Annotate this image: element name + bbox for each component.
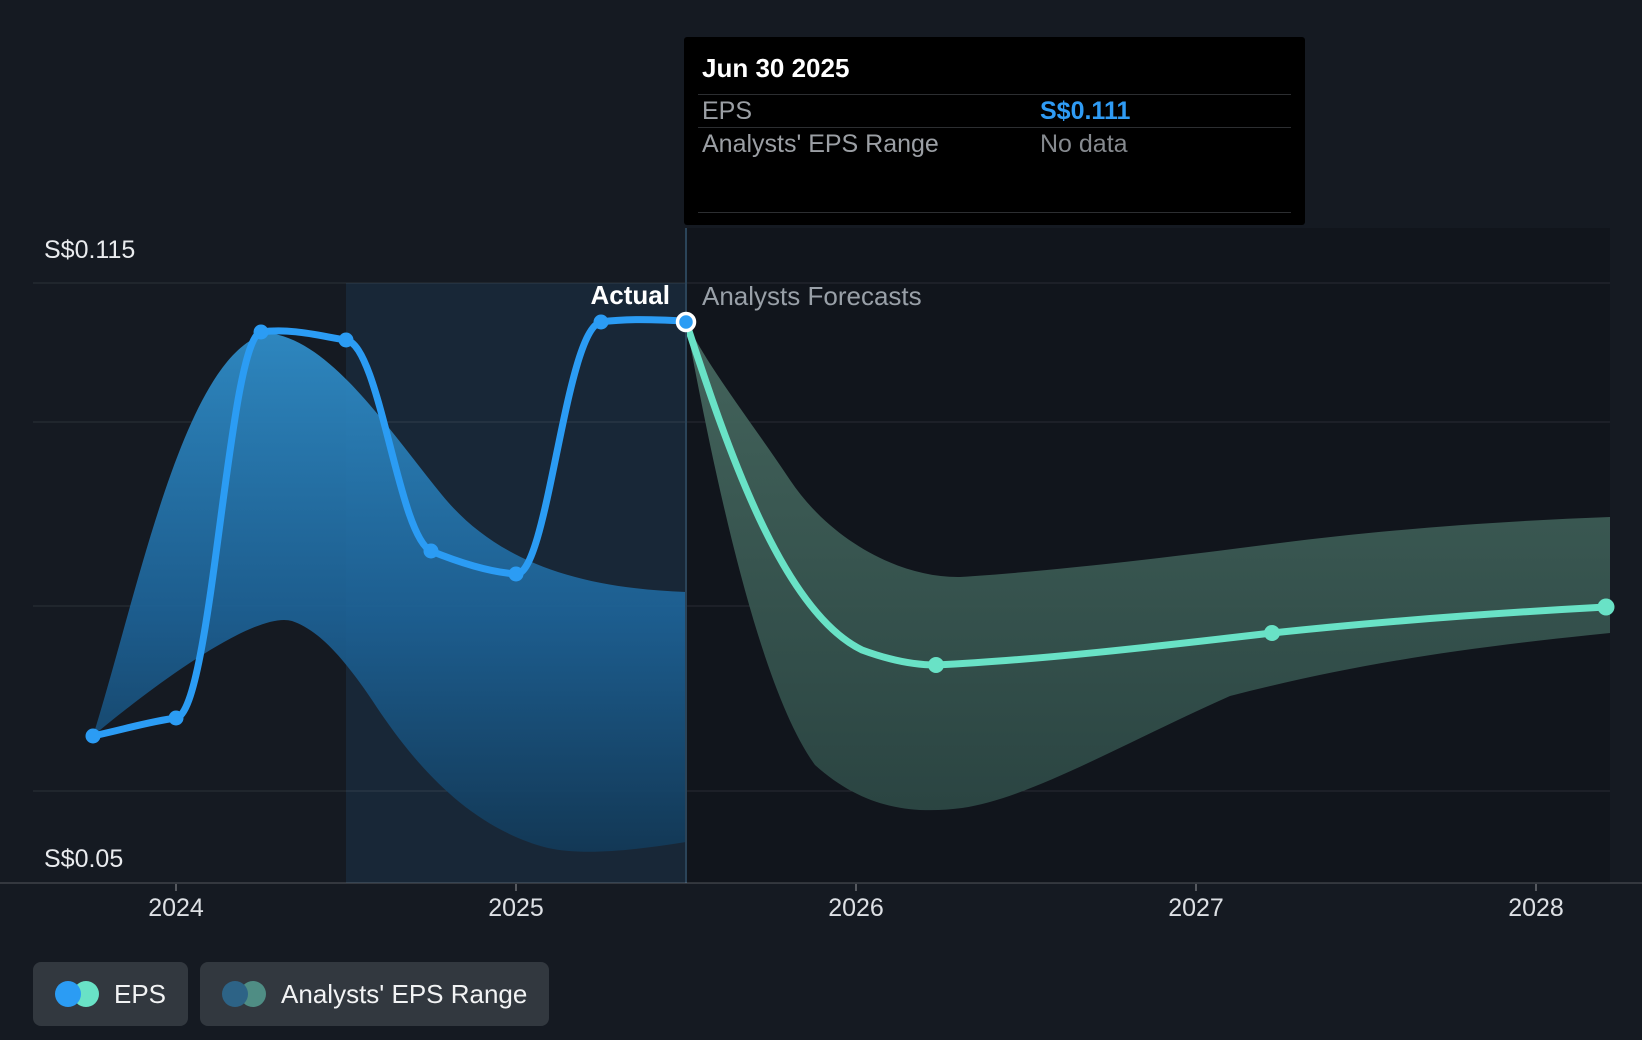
tooltip-date-title: Jun 30 2025	[702, 53, 850, 83]
x-tick-2028: 2028	[1508, 894, 1564, 922]
annotation-analysts-forecasts: Analysts Forecasts	[702, 281, 922, 311]
eps-range-band-actual	[93, 333, 686, 852]
y-axis-label-top: S$0.115	[44, 236, 136, 264]
tooltip-divider	[698, 94, 1291, 95]
x-tick-2026: 2026	[828, 894, 884, 922]
legend-item-eps[interactable]: EPS	[33, 962, 189, 1026]
tooltip-eps-range-label: Analysts' EPS Range	[702, 129, 939, 158]
tooltip: Jun 30 2025 EPS S$0.111 Analysts' EPS Ra…	[684, 37, 1305, 225]
x-tick-2027: 2027	[1168, 894, 1224, 922]
legend-item-analysts-eps-range[interactable]: Analysts' EPS Range	[200, 962, 550, 1026]
eps-line-actual	[89, 316, 690, 740]
x-tick-2024: 2024	[148, 894, 204, 922]
eps-forecast-point	[1264, 625, 1280, 641]
eps-point	[338, 332, 354, 348]
eps-point	[168, 710, 184, 726]
tooltip-eps-value: S$0.111	[1040, 96, 1131, 125]
legend: EPS Analysts' EPS Range	[33, 962, 550, 1026]
analysts-eps-range-series-icon	[222, 981, 267, 1007]
eps-line-forecast	[682, 318, 1610, 669]
eps-series-icon	[55, 981, 99, 1007]
y-axis-label-bottom: S$0.05	[44, 845, 124, 873]
legend-item-label: Analysts' EPS Range	[281, 978, 528, 1009]
eps-point-highlighted[interactable]	[675, 311, 697, 333]
eps-point	[423, 543, 439, 559]
x-axis-ticks	[175, 884, 1537, 891]
eps-forecast-point	[1597, 598, 1615, 616]
eps-range-band-forecast	[686, 322, 1610, 811]
eps-forecast-points[interactable]	[928, 598, 1615, 674]
eps-forecast-point	[928, 657, 944, 673]
tooltip-eps-range-value: No data	[1040, 129, 1128, 158]
eps-point	[85, 728, 101, 744]
tooltip-divider	[698, 127, 1291, 128]
annotation-actual: Actual	[590, 280, 670, 310]
legend-item-label: EPS	[114, 978, 167, 1009]
tooltip-row-eps: EPS S$0.111	[684, 95, 1305, 127]
x-tick-2025: 2025	[488, 894, 544, 922]
tooltip-row-eps-range: Analysts' EPS Range No data	[684, 128, 1305, 160]
eps-point	[593, 314, 609, 330]
tooltip-divider	[698, 212, 1291, 213]
eps-point	[508, 566, 524, 582]
tooltip-eps-label: EPS	[702, 96, 753, 125]
eps-point	[253, 324, 269, 340]
eps-actual-points[interactable]	[85, 314, 609, 744]
